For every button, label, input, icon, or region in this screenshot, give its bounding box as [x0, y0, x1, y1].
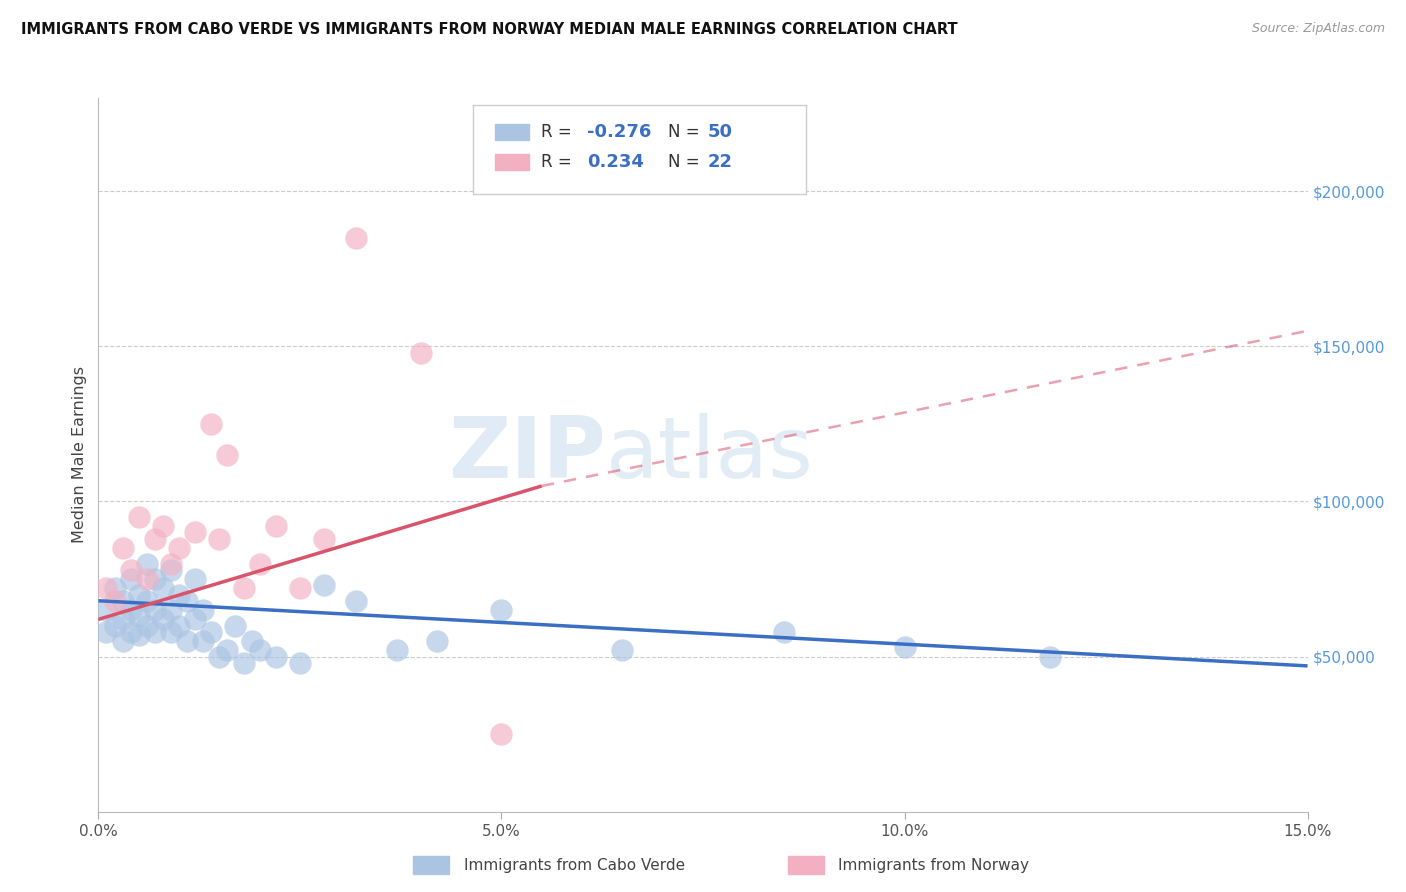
Point: [135, 593, 157, 607]
Point: [426, 634, 449, 648]
Point: [491, 603, 513, 617]
Point: [612, 643, 634, 657]
Point: [111, 612, 134, 626]
FancyBboxPatch shape: [787, 856, 824, 874]
Text: 50: 50: [707, 123, 733, 141]
Point: [120, 572, 142, 586]
Point: [120, 563, 142, 577]
Point: [143, 624, 166, 639]
Point: [288, 656, 311, 670]
Point: [152, 519, 174, 533]
Point: [160, 563, 183, 577]
Point: [314, 532, 336, 546]
Point: [120, 624, 142, 639]
Point: [103, 582, 125, 596]
Y-axis label: Median Male Earnings: Median Male Earnings: [72, 367, 87, 543]
Point: [208, 532, 231, 546]
Point: [772, 624, 794, 639]
Point: [120, 603, 142, 617]
Point: [240, 634, 263, 648]
Point: [152, 612, 174, 626]
Point: [288, 582, 311, 596]
Point: [111, 593, 134, 607]
Point: [143, 603, 166, 617]
Point: [1039, 649, 1062, 664]
Point: [344, 593, 367, 607]
Point: [208, 649, 231, 664]
Point: [128, 510, 150, 524]
Point: [184, 612, 207, 626]
Point: [893, 640, 915, 655]
Text: N =: N =: [668, 123, 704, 141]
Point: [103, 593, 125, 607]
Text: N =: N =: [668, 153, 704, 171]
Point: [184, 572, 207, 586]
Point: [103, 618, 125, 632]
Point: [249, 643, 271, 657]
Point: [128, 609, 150, 624]
Text: Source: ZipAtlas.com: Source: ZipAtlas.com: [1251, 22, 1385, 36]
Text: 22: 22: [707, 153, 733, 171]
Point: [184, 525, 207, 540]
Point: [160, 557, 183, 571]
Point: [344, 231, 367, 245]
Text: R =: R =: [541, 123, 576, 141]
Point: [232, 582, 254, 596]
Point: [232, 656, 254, 670]
Point: [135, 618, 157, 632]
Point: [200, 624, 222, 639]
Point: [111, 541, 134, 555]
Point: [143, 572, 166, 586]
FancyBboxPatch shape: [413, 856, 449, 874]
Point: [167, 588, 190, 602]
Text: R =: R =: [541, 153, 576, 171]
Text: -0.276: -0.276: [586, 123, 651, 141]
Text: Immigrants from Cabo Verde: Immigrants from Cabo Verde: [464, 858, 685, 872]
FancyBboxPatch shape: [495, 154, 529, 170]
Point: [264, 519, 287, 533]
Point: [249, 557, 271, 571]
Point: [128, 628, 150, 642]
Text: 0.234: 0.234: [586, 153, 644, 171]
Point: [193, 603, 215, 617]
FancyBboxPatch shape: [495, 124, 529, 139]
Point: [135, 572, 157, 586]
Point: [96, 603, 118, 617]
Text: IMMIGRANTS FROM CABO VERDE VS IMMIGRANTS FROM NORWAY MEDIAN MALE EARNINGS CORREL: IMMIGRANTS FROM CABO VERDE VS IMMIGRANTS…: [21, 22, 957, 37]
Point: [167, 618, 190, 632]
Point: [224, 618, 246, 632]
Point: [217, 643, 239, 657]
Text: Immigrants from Norway: Immigrants from Norway: [838, 858, 1029, 872]
FancyBboxPatch shape: [474, 105, 806, 194]
Point: [491, 727, 513, 741]
Point: [409, 345, 432, 359]
Point: [135, 557, 157, 571]
Point: [152, 582, 174, 596]
Point: [385, 643, 408, 657]
Point: [176, 593, 198, 607]
Point: [96, 624, 118, 639]
Point: [143, 532, 166, 546]
Point: [200, 417, 222, 431]
Point: [160, 624, 183, 639]
Point: [111, 634, 134, 648]
Point: [167, 541, 190, 555]
Point: [193, 634, 215, 648]
Text: ZIP: ZIP: [449, 413, 606, 497]
Point: [128, 588, 150, 602]
Point: [264, 649, 287, 664]
Point: [96, 582, 118, 596]
Text: atlas: atlas: [606, 413, 814, 497]
Point: [160, 603, 183, 617]
Point: [176, 634, 198, 648]
Point: [217, 448, 239, 462]
Point: [314, 578, 336, 592]
